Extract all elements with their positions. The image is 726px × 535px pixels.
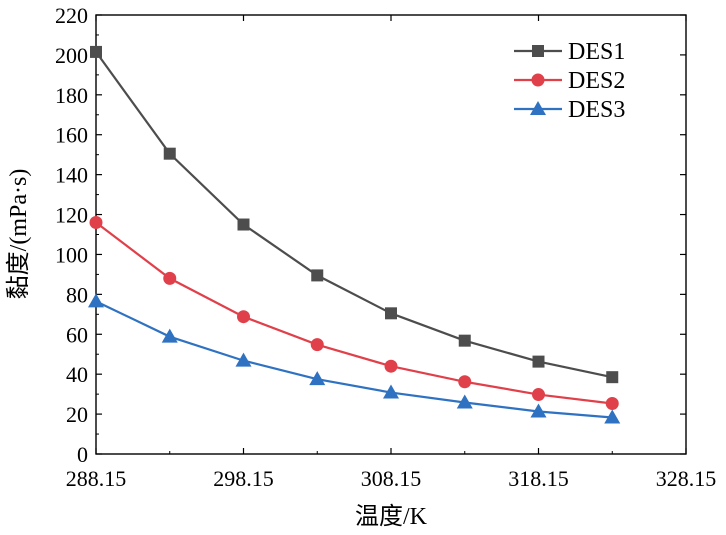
data-point-des2	[384, 359, 398, 373]
data-point-des2	[310, 338, 324, 352]
data-point-des1	[90, 45, 102, 58]
data-point-des3	[309, 371, 326, 386]
data-point-des3	[88, 293, 104, 308]
legend-label-des3: DES3	[568, 97, 625, 123]
legend-marker-des2	[531, 73, 545, 87]
x-tick-label: 308.15	[361, 466, 422, 491]
series-line-des2	[95, 221, 613, 405]
data-point-des3	[161, 328, 178, 343]
y-tick-label: 100	[55, 242, 88, 267]
series-line-des3	[95, 300, 613, 419]
data-point-des1	[237, 218, 250, 231]
data-point-des1	[606, 371, 619, 384]
data-point-des1	[532, 355, 545, 368]
data-point-des1	[458, 334, 471, 347]
y-tick-label: 200	[55, 43, 88, 68]
data-point-des3	[383, 384, 399, 399]
data-point-des2	[237, 310, 250, 324]
legend-marker-des3	[530, 101, 546, 115]
data-point-des3	[530, 403, 547, 418]
data-point-des2	[163, 271, 177, 285]
y-tick-label: 220	[55, 3, 88, 28]
y-tick-label: 80	[66, 282, 88, 307]
legend-marker-des1	[532, 45, 544, 57]
y-tick-label: 40	[66, 362, 88, 387]
axis-ticks: 0 20 40 60 80 100 120 140 160 180 200 220 288.15 298.…	[55, 3, 716, 491]
series-line-des1	[95, 51, 613, 379]
data-point-des1	[311, 269, 324, 282]
data-point-des2	[458, 375, 472, 389]
data-point-des2	[605, 397, 619, 411]
legend-label-des1: DES1	[568, 39, 625, 65]
y-axis-title: 黏度/(mPa·s)	[5, 169, 32, 300]
legend: DES1 DES2 DES3	[514, 39, 625, 123]
x-tick-label: 288.15	[66, 466, 127, 491]
data-point-des1	[163, 147, 176, 160]
data-point-des3	[604, 409, 621, 424]
data-point-des3	[456, 394, 473, 409]
data-point-des2	[89, 216, 103, 230]
data-point-des1	[385, 307, 397, 320]
y-tick-label: 0	[77, 442, 88, 467]
y-tick-label: 160	[55, 123, 88, 148]
legend-label-des2: DES2	[568, 68, 625, 94]
x-tick-label: 298.15	[213, 466, 274, 491]
y-tick-label: 20	[66, 402, 88, 427]
data-point-des3	[235, 352, 252, 367]
y-tick-label: 120	[55, 203, 88, 228]
y-tick-label: 60	[66, 322, 88, 347]
x-tick-label: 318.15	[508, 466, 569, 491]
series-layer	[88, 45, 621, 424]
x-tick-label: 328.15	[656, 466, 717, 491]
x-axis-title: 温度/K	[355, 503, 428, 530]
y-tick-label: 140	[55, 163, 88, 188]
y-tick-label: 180	[55, 83, 88, 108]
data-point-des2	[532, 388, 545, 402]
